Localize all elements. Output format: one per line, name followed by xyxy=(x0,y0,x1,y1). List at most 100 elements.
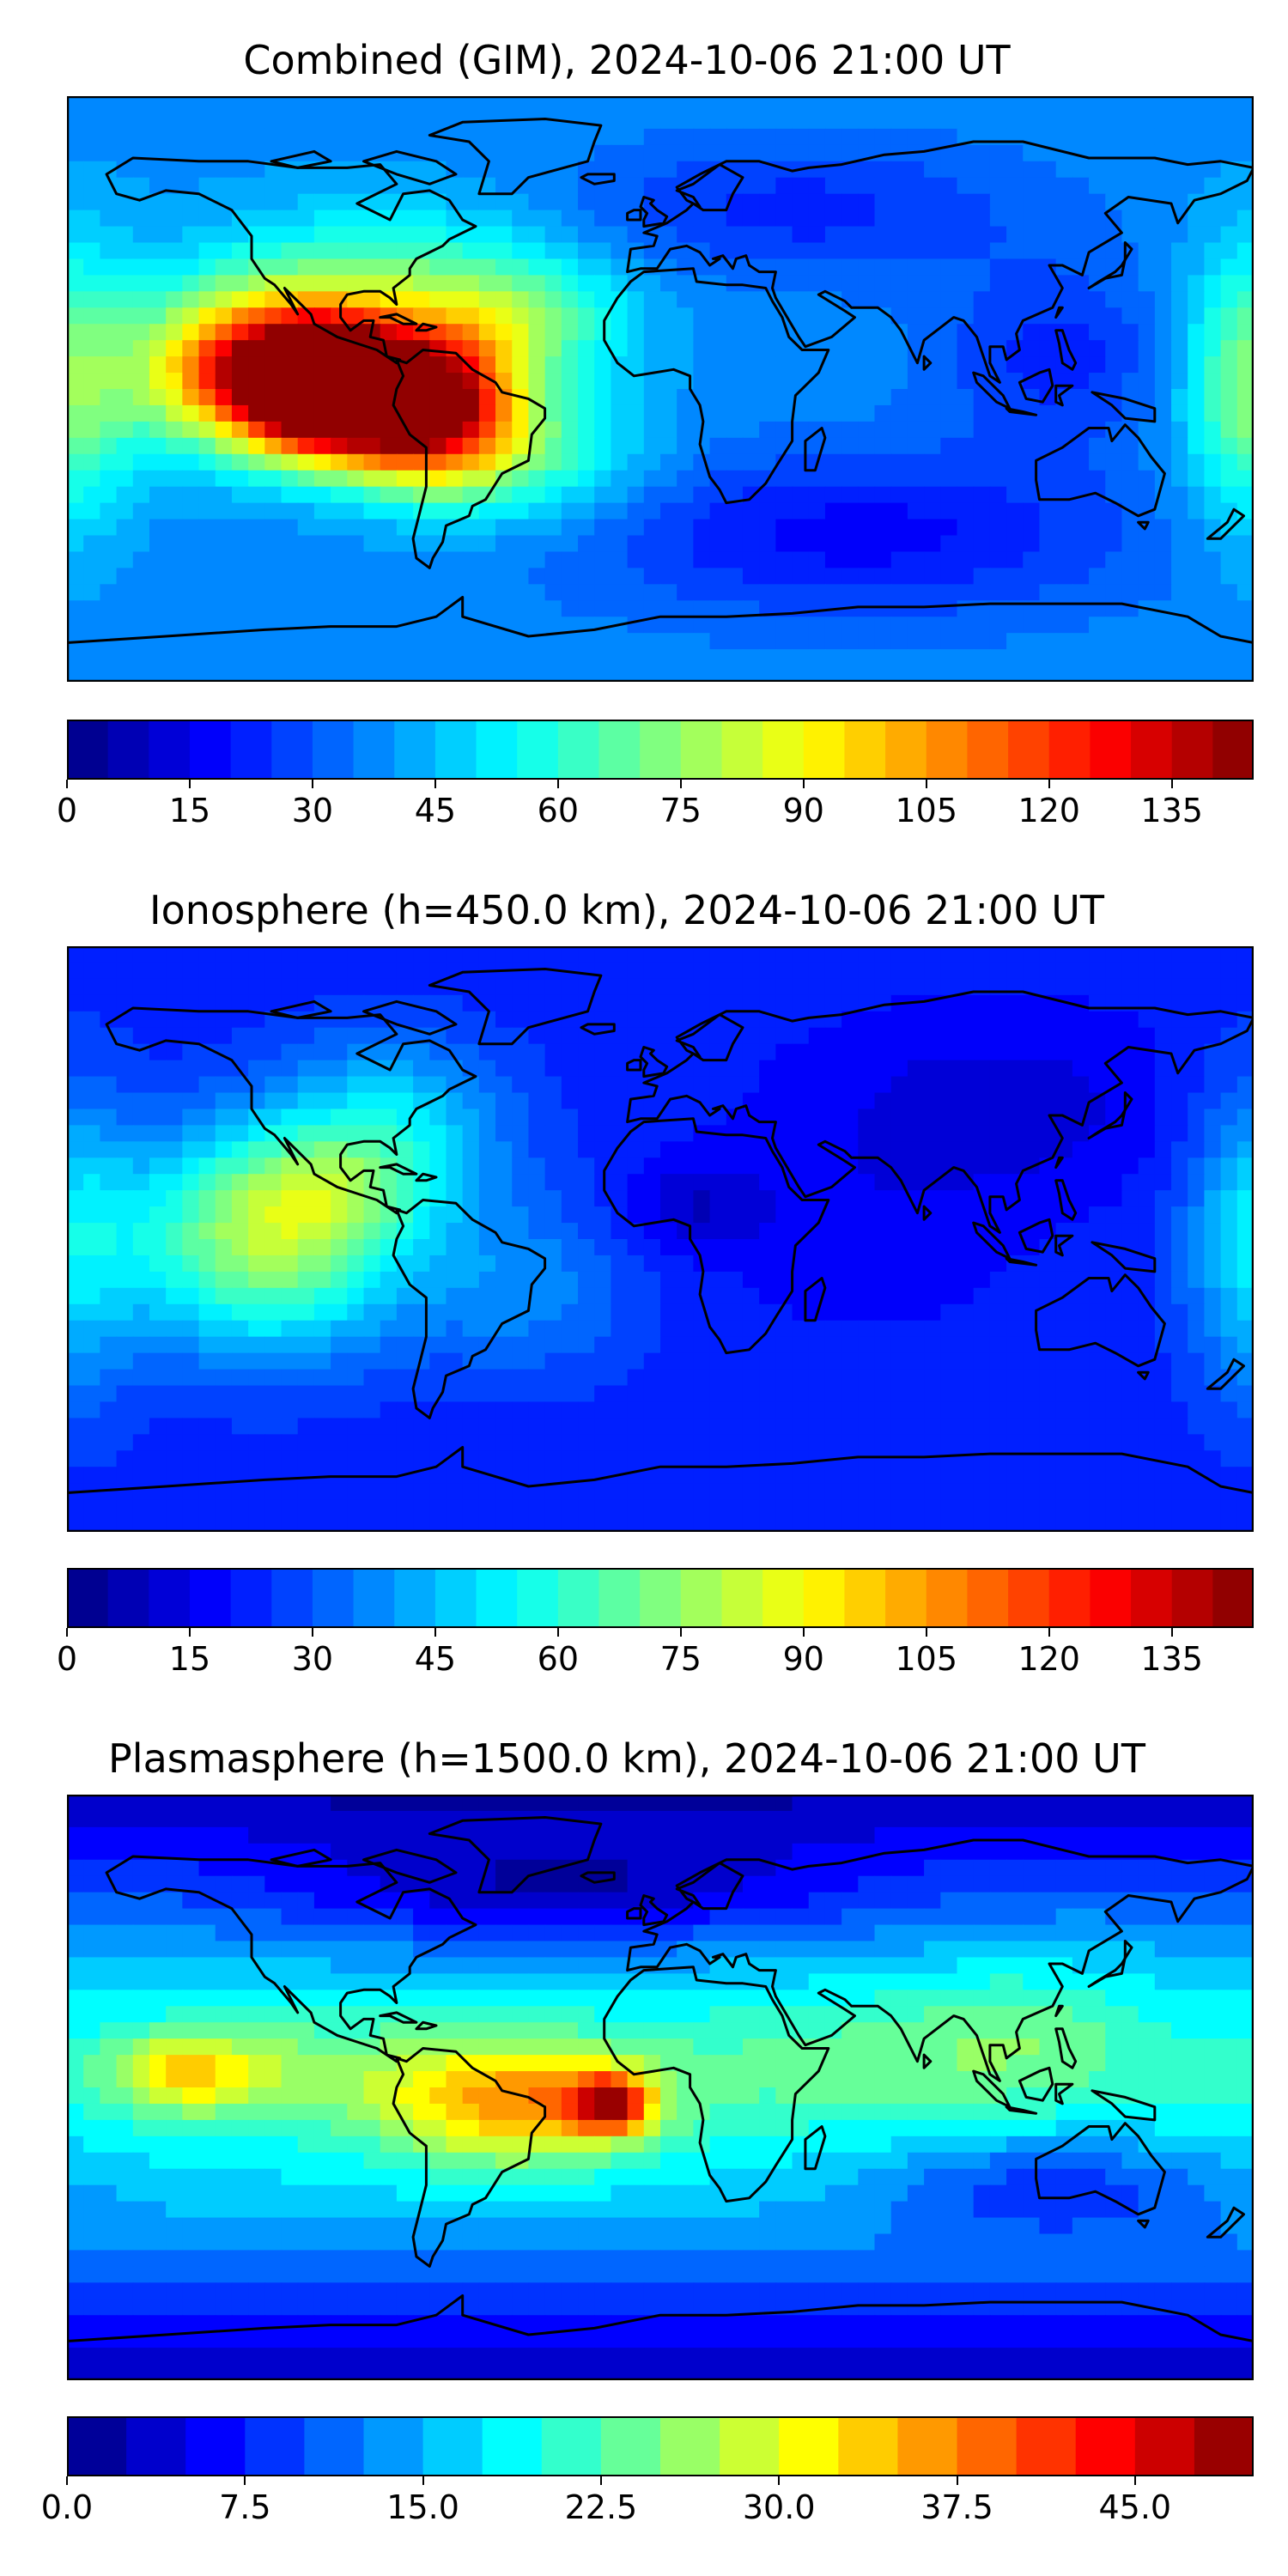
field-cell xyxy=(132,373,150,390)
field-cell xyxy=(67,962,84,980)
field-cell xyxy=(198,1076,216,1094)
field-cell xyxy=(182,1125,200,1143)
field-cell xyxy=(578,1255,596,1273)
field-cell xyxy=(446,112,464,130)
field-cell xyxy=(413,307,431,325)
field-cell xyxy=(578,519,596,537)
field-cell xyxy=(67,535,84,553)
field-cell xyxy=(248,1450,266,1468)
field-cell xyxy=(544,210,562,228)
coastline-australia xyxy=(1035,423,1166,518)
field-cell xyxy=(989,1271,1007,1289)
field-cell xyxy=(429,665,447,682)
field-cell xyxy=(578,340,596,357)
field-cell xyxy=(495,584,513,602)
field-cell xyxy=(462,421,480,439)
field-cell xyxy=(1006,373,1024,390)
field-cell xyxy=(83,389,101,406)
field-cell xyxy=(166,1174,184,1191)
field-cell xyxy=(989,665,1007,682)
field-cell xyxy=(824,193,842,211)
field-cell xyxy=(281,96,299,113)
field-cell xyxy=(841,1385,860,1403)
field-cell xyxy=(660,1011,677,1029)
field-cell xyxy=(413,502,431,520)
colorbar-segment xyxy=(353,720,395,780)
field-cell xyxy=(512,1336,530,1354)
field-cell xyxy=(1121,1141,1139,1159)
field-cell xyxy=(1023,1027,1041,1045)
field-cell xyxy=(446,307,464,325)
field-cell xyxy=(363,1255,381,1273)
field-cell xyxy=(248,502,266,520)
field-cell xyxy=(693,1109,711,1127)
field-cell xyxy=(841,112,860,130)
field-cell xyxy=(775,193,793,211)
field-cell xyxy=(1236,144,1254,162)
field-cell xyxy=(1105,404,1123,422)
field-cell xyxy=(890,373,908,390)
field-cell xyxy=(1204,258,1222,276)
field-cell xyxy=(775,1434,793,1452)
field-cell xyxy=(627,1418,645,1436)
field-cell xyxy=(1039,437,1057,455)
field-cell xyxy=(874,633,892,650)
field-cell xyxy=(989,568,1007,586)
field-cell xyxy=(874,128,892,146)
field-cell xyxy=(248,1369,266,1387)
field-cell xyxy=(775,1369,793,1387)
field-cell xyxy=(957,665,975,682)
field-cell xyxy=(824,96,842,113)
field-cell xyxy=(67,1303,84,1321)
field-cell xyxy=(1055,1060,1073,1078)
colorbar-segment xyxy=(926,720,969,780)
field-cell xyxy=(347,437,365,455)
field-cell xyxy=(709,404,727,422)
field-cell xyxy=(67,649,84,666)
field-cell xyxy=(544,1287,562,1305)
field-cell xyxy=(116,946,134,963)
field-cell xyxy=(594,421,612,439)
field-cell xyxy=(1236,1303,1254,1321)
field-cell xyxy=(132,421,150,439)
field-cell xyxy=(166,96,184,113)
field-cell xyxy=(512,617,530,634)
field-cell xyxy=(478,437,496,455)
field-cell xyxy=(1105,649,1123,666)
field-cell xyxy=(841,1401,860,1419)
field-cell xyxy=(429,112,447,130)
field-cell xyxy=(83,1223,101,1240)
field-cell xyxy=(808,193,826,211)
field-cell xyxy=(643,1352,661,1370)
field-cell xyxy=(264,1385,283,1403)
field-cell xyxy=(1105,470,1123,488)
field-cell xyxy=(1188,226,1206,244)
field-cell xyxy=(1006,1125,1024,1143)
field-cell xyxy=(1236,96,1254,113)
field-cell xyxy=(166,404,184,422)
field-cell xyxy=(1072,291,1090,309)
field-cell xyxy=(100,242,118,260)
field-cell xyxy=(1138,486,1156,504)
field-cell xyxy=(182,1141,200,1159)
field-cell xyxy=(1039,1125,1057,1143)
field-cell xyxy=(1220,1223,1238,1240)
field-cell xyxy=(957,242,975,260)
field-cell xyxy=(1188,177,1206,195)
field-cell xyxy=(726,486,744,504)
field-cell xyxy=(413,978,431,996)
field-cell xyxy=(83,258,101,276)
field-cell xyxy=(858,1043,876,1061)
field-cell xyxy=(166,946,184,963)
field-cell xyxy=(611,389,629,406)
field-cell xyxy=(561,502,579,520)
field-cell xyxy=(116,404,134,422)
field-cell xyxy=(1039,1206,1057,1224)
field-cell xyxy=(512,1418,530,1436)
field-cell xyxy=(1039,275,1057,293)
field-cell xyxy=(132,551,150,569)
field-cell xyxy=(248,453,266,471)
field-cell xyxy=(248,1287,266,1305)
field-cell xyxy=(693,373,711,390)
field-cell xyxy=(331,96,349,113)
